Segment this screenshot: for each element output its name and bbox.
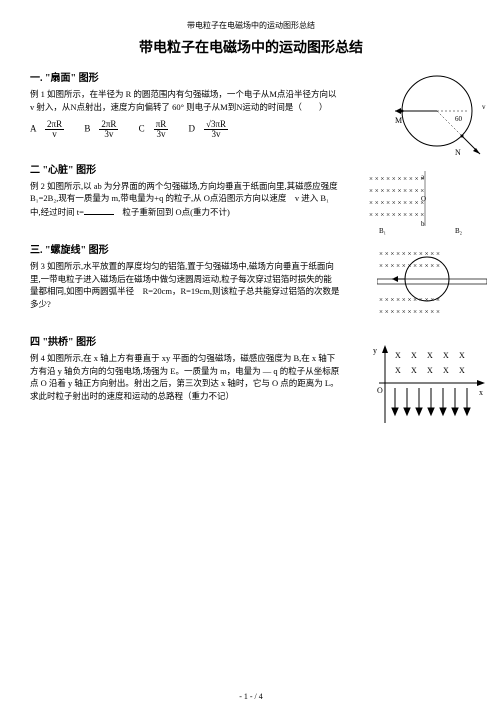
fig2-b2: B₂: [455, 227, 463, 235]
section-2-fill: 粒子重新回到 O点(重力不计): [122, 207, 229, 217]
svg-text:X: X: [443, 366, 449, 375]
svg-text:X: X: [427, 351, 433, 360]
opt-d-den: 3v: [204, 130, 228, 139]
svg-text:× × × × × × × × × × ×: × × × × × × × × × × ×: [379, 250, 440, 258]
fig1-m: M: [395, 116, 402, 125]
fig1-v: v: [482, 103, 486, 111]
section-3-title: 三. "螺旋线" 图形: [30, 241, 340, 256]
section-1: 一. "扇面" 图形 例 1 如图所示，在半径为 R 的圆范围内有匀强磁场，一个…: [30, 69, 472, 139]
svg-text:X: X: [427, 366, 433, 375]
opt-b-label: B: [84, 123, 90, 133]
opt-b-num: 2πR: [99, 120, 118, 130]
opt-c-den: 3v: [154, 130, 169, 139]
fig1-ang: 60: [455, 115, 463, 123]
svg-text:X: X: [395, 366, 401, 375]
svg-text:X: X: [443, 351, 449, 360]
section-2: 二 "心脏" 图形 例 2 如图所示,以 ab 为分界面的两个匀强磁场,方向均垂…: [30, 161, 472, 219]
figure-4: y x O XXXXX XXXXX: [367, 343, 487, 433]
fig2-b1: B₁: [379, 227, 386, 235]
opt-d-num: √3πR: [204, 120, 228, 130]
svg-text:× × × × × × × × × ×: × × × × × × × × × ×: [369, 199, 424, 207]
opt-a-label: A: [30, 123, 36, 133]
opt-a-den: v: [45, 130, 64, 139]
svg-text:× × × × × × × × × ×: × × × × × × × × × ×: [369, 211, 424, 219]
svg-text:X: X: [395, 351, 401, 360]
opt-c-num: πR: [154, 120, 169, 130]
svg-text:× × × × × × × × × ×: × × × × × × × × × ×: [369, 187, 424, 195]
blank-fill: [84, 205, 114, 215]
section-1-text: 例 1 如图所示，在半径为 R 的圆范围内有匀强磁场，一个电子从M点沿半径方向以…: [30, 88, 340, 114]
section-3-text: 例 3 如图所示,水平放置的厚度均匀的铝箔,置于匀强磁场中,磁场方向垂直于纸面向…: [30, 260, 340, 311]
svg-text:× × × × × × × × × × ×: × × × × × × × × × × ×: [379, 308, 440, 316]
figure-2: × × × × × × × × × × × × × × × × × × × × …: [367, 171, 487, 241]
opt-d-label: D: [188, 123, 195, 133]
opt-a-num: 2πR: [45, 120, 64, 130]
section-4-title: 四 "拱桥" 图形: [30, 333, 340, 348]
fig4-y: y: [373, 346, 377, 355]
figure-1: M 60 N v: [387, 69, 487, 169]
main-title: 带电粒子在电磁场中的运动图形总结: [30, 37, 472, 57]
header-small: 带电粒子在电磁场中的运动图形总结: [30, 20, 472, 31]
fig1-n: N: [455, 148, 461, 157]
section-3: 三. "螺旋线" 图形 例 3 如图所示,水平放置的厚度均匀的铝箔,置于匀强磁场…: [30, 241, 472, 311]
section-4: 四 "拱桥" 图形 例 4 如图所示,在 x 轴上方有垂直于 xy 平面的匀强磁…: [30, 333, 472, 403]
svg-text:X: X: [459, 351, 465, 360]
page-number: - 1 - / 4: [0, 692, 502, 701]
svg-text:X: X: [411, 366, 417, 375]
fig2-o: O: [421, 195, 426, 203]
figure-3: × × × × × × × × × × × × × × × × × × × × …: [377, 246, 487, 326]
svg-text:× × × × × × × × × ×: × × × × × × × × × ×: [369, 175, 424, 183]
opt-b-den: 3v: [99, 130, 118, 139]
section-1-title: 一. "扇面" 图形: [30, 69, 340, 84]
fig4-x: x: [479, 388, 483, 397]
section-1-options: A 2πRv B 2πR3v C πR3v D √3πR3v: [30, 120, 340, 139]
svg-text:X: X: [459, 366, 465, 375]
fig2-a: a: [421, 173, 425, 181]
opt-c-label: C: [139, 123, 145, 133]
section-4-text: 例 4 如图所示,在 x 轴上方有垂直于 xy 平面的匀强磁场，磁感应强度为 B…: [30, 352, 340, 403]
svg-text:× × × × × × × × × × ×: × × × × × × × × × × ×: [379, 296, 440, 304]
section-2-title: 二 "心脏" 图形: [30, 161, 340, 176]
svg-text:X: X: [411, 351, 417, 360]
fig2-b: b: [421, 220, 425, 228]
fig4-o: O: [377, 386, 383, 395]
section-2-text: 例 2 如图所示,以 ab 为分界面的两个匀强磁场,方向均垂直于纸面向里,其磁感…: [30, 180, 340, 219]
